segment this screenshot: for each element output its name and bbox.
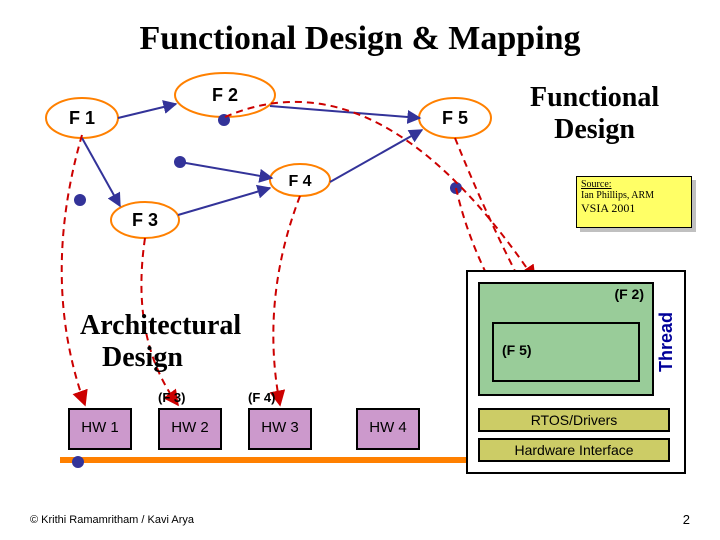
arch-l2: Design [80, 342, 183, 373]
hw2-box: HW 2 [158, 408, 222, 450]
svg-text:F 5: F 5 [442, 108, 468, 128]
functional-design-l1: Functional [530, 82, 659, 113]
rtos-box: RTOS/Drivers [478, 408, 670, 432]
footer-left: © Krithi Ramamritham / Kavi Arya [30, 514, 194, 526]
source-box: Source: Ian Phillips, ARM VSIA 2001 [576, 176, 692, 228]
source-l1: Source: [581, 179, 687, 190]
f2-box-label: (F 2) [614, 286, 644, 302]
svg-text:F 4: F 4 [288, 173, 311, 190]
hw2-sup: (F 3) [158, 390, 185, 405]
f5-box: (F 5) [492, 322, 640, 382]
svg-text:F 1: F 1 [69, 108, 95, 128]
hw4-box: HW 4 [356, 408, 420, 450]
source-l2: Ian Phillips, ARM [581, 190, 687, 201]
footer-page-number: 2 [683, 512, 690, 527]
page-title: Functional Design & Mapping [0, 20, 720, 58]
hw3-box: HW 3 [248, 408, 312, 450]
arch-l1: Architectural [80, 310, 241, 341]
functional-design-label: Functional Design [530, 82, 659, 146]
svg-text:F 2: F 2 [212, 85, 238, 105]
hw3-sup: (F 4) [248, 390, 275, 405]
hw1-box: HW 1 [68, 408, 132, 450]
thread-label: Thread [656, 312, 677, 372]
architectural-design-label: Architectural Design [80, 310, 241, 374]
hwif-box: Hardware Interface [478, 438, 670, 462]
functional-design-l2: Design [554, 114, 635, 145]
svg-text:F 3: F 3 [132, 210, 158, 230]
f5-box-label: (F 5) [502, 342, 532, 358]
source-l3: VSIA 2001 [581, 201, 687, 216]
